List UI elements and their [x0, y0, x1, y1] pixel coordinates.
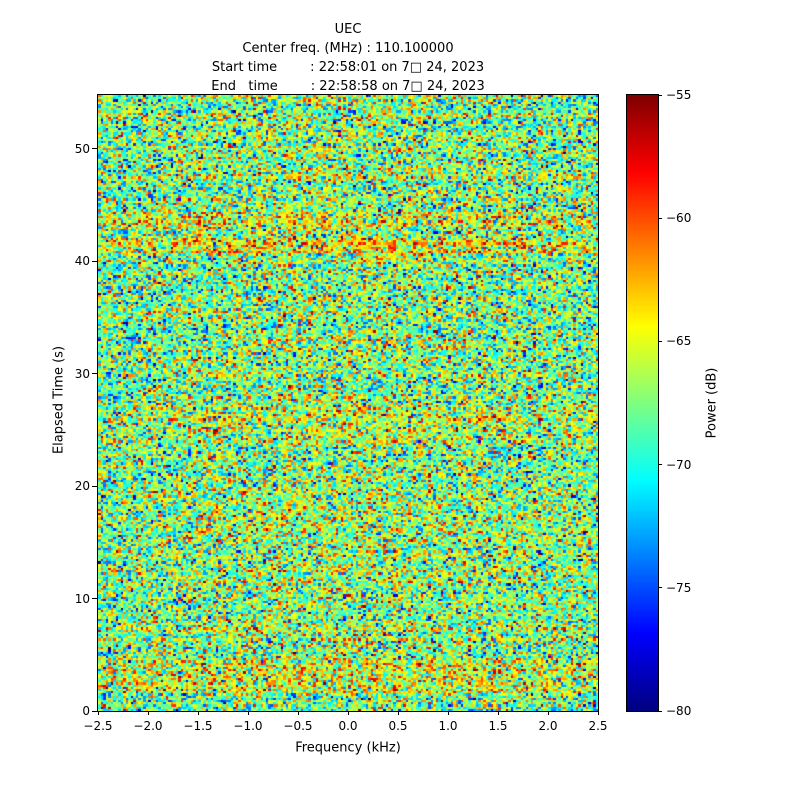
- y-axis-label: Elapsed Time (s): [51, 345, 67, 455]
- colorbar-tick-mark: [658, 94, 662, 96]
- x-tick-mark: [447, 711, 449, 715]
- x-tick-mark: [247, 711, 249, 715]
- x-tick-label: −2.5: [83, 719, 113, 733]
- subtitle-end-time: End time : 22:58:58 on 7□ 24, 2023: [211, 79, 485, 94]
- x-tick-mark: [497, 711, 499, 715]
- colorbar-tick-mark: [658, 710, 662, 712]
- colorbar-tick-mark: [658, 217, 662, 219]
- colorbar-gradient: [626, 94, 659, 712]
- x-tick-label: 2.5: [588, 719, 608, 733]
- x-tick-label: 1.0: [438, 719, 458, 733]
- y-tick-mark: [92, 260, 97, 262]
- y-tick-label: 30: [74, 366, 90, 381]
- x-tick-label: −2.0: [133, 719, 163, 733]
- x-tick-mark: [547, 711, 549, 715]
- y-tick-mark: [92, 710, 97, 712]
- colorbar-tick-label: −55: [666, 88, 692, 102]
- colorbar-tick-label: −65: [666, 334, 692, 349]
- x-tick-mark: [397, 711, 399, 715]
- colorbar-tick-label: −80: [666, 704, 692, 718]
- colorbar-tick-mark: [658, 587, 662, 589]
- colorbar-tick-label: −60: [666, 211, 692, 226]
- y-tick-label: 10: [74, 591, 90, 606]
- x-tick-mark: [97, 711, 99, 715]
- y-tick-label: 50: [74, 141, 90, 156]
- x-axis-label: Frequency (kHz): [295, 740, 401, 756]
- x-tick-mark: [297, 711, 299, 715]
- x-tick-mark: [347, 711, 349, 715]
- y-tick-label: 0: [82, 704, 90, 718]
- x-tick-label: 0.5: [388, 719, 408, 733]
- y-tick-label: 40: [74, 254, 90, 269]
- x-tick-label: 1.5: [488, 719, 508, 733]
- subtitle-center-freq: Center freq. (MHz) : 110.100000: [242, 41, 454, 56]
- x-tick-label: −1.5: [183, 719, 213, 733]
- x-tick-mark: [597, 711, 599, 715]
- subtitle-start-time: Start time : 22:58:01 on 7□ 24, 2023: [211, 60, 485, 75]
- colorbar-tick-mark: [658, 340, 662, 342]
- title-block: UEC Center freq. (MHz) : 110.100000 Star…: [98, 20, 598, 96]
- x-tick-label: −1.0: [233, 719, 263, 733]
- y-tick-mark: [92, 485, 97, 487]
- x-tick-label: 0.0: [338, 719, 358, 733]
- y-tick-mark: [92, 373, 97, 375]
- colorbar-label: Power (dB): [704, 367, 720, 439]
- chart-title: UEC: [334, 22, 362, 37]
- y-tick-mark: [92, 598, 97, 599]
- y-tick-label: 20: [74, 479, 90, 494]
- x-tick-mark: [147, 711, 149, 715]
- spectrogram-heatmap: [97, 94, 599, 712]
- x-tick-label: −0.5: [283, 719, 313, 733]
- x-tick-label: 2.0: [538, 719, 558, 733]
- x-tick-mark: [197, 711, 199, 715]
- colorbar-tick-mark: [658, 464, 662, 466]
- y-tick-mark: [92, 148, 97, 150]
- colorbar-tick-label: −75: [666, 580, 692, 595]
- colorbar-tick-label: −70: [666, 457, 692, 472]
